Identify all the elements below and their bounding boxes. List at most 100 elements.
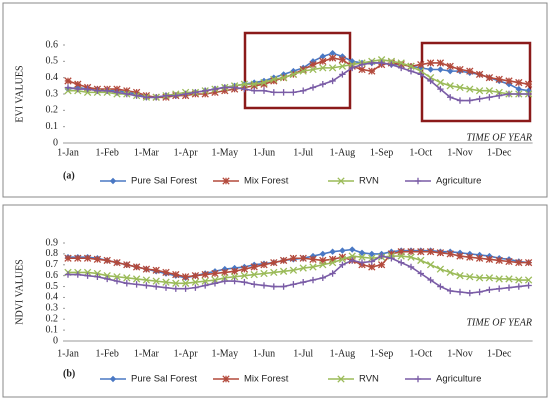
data-point — [388, 255, 395, 262]
data-point — [289, 254, 298, 262]
data-point — [172, 270, 180, 279]
x-tick-label: 1-Oct — [409, 147, 432, 158]
data-point — [162, 92, 170, 99]
data-point — [172, 279, 180, 287]
x-axis-label: TIME OF YEAR — [466, 317, 532, 328]
data-point — [260, 261, 268, 269]
data-point — [289, 70, 298, 79]
data-point — [211, 88, 219, 97]
data-point — [309, 60, 317, 69]
data-point — [337, 375, 345, 383]
data-point — [485, 255, 494, 263]
data-point — [319, 53, 326, 60]
data-point — [84, 85, 91, 93]
data-point — [426, 261, 435, 269]
plots: 00.10.20.30.40.50.61-Jan 1-Feb 1-Mar 1-Apr 1… — [14, 39, 533, 385]
data-point — [201, 270, 209, 279]
y-axis-label: EVI VALUES — [14, 65, 25, 122]
data-point — [437, 66, 444, 73]
data-point — [153, 94, 160, 101]
y-tick-label: 0.9 — [46, 237, 59, 248]
data-point — [221, 84, 228, 91]
x-tick-label: 1-Sep — [370, 147, 393, 158]
data-point — [222, 375, 230, 383]
data-point — [260, 87, 268, 94]
data-point — [270, 283, 277, 290]
y-tick-label: 0.1 — [46, 324, 59, 335]
data-point — [202, 87, 209, 94]
data-point — [221, 87, 229, 95]
data-point — [94, 273, 101, 280]
data-point — [515, 78, 523, 87]
legend-label: Agriculture — [436, 176, 481, 187]
data-point — [525, 90, 532, 98]
data-point — [64, 271, 72, 278]
data-point — [446, 82, 454, 90]
data-point — [397, 59, 405, 67]
x-tick-label: 1-Feb — [96, 348, 119, 359]
data-point — [260, 78, 268, 87]
data-point — [456, 272, 464, 280]
y-tick-label: 0 — [53, 335, 58, 346]
data-point — [505, 90, 513, 98]
x-tick-label: 1-Aug — [330, 147, 356, 158]
data-point — [358, 253, 366, 261]
data-point — [222, 177, 230, 185]
data-point — [319, 64, 327, 72]
data-point — [172, 92, 179, 99]
data-point — [221, 268, 229, 277]
y-tick-label: 0.4 — [46, 72, 59, 83]
legend-label: RVN — [359, 374, 379, 385]
data-point — [64, 84, 72, 91]
highlight-box — [243, 31, 352, 110]
data-point — [299, 67, 307, 75]
data-point — [338, 255, 347, 263]
data-point — [446, 62, 454, 70]
data-point — [74, 85, 81, 93]
data-point — [240, 272, 249, 280]
data-point — [407, 263, 415, 271]
data-point — [377, 261, 386, 269]
data-point — [456, 83, 464, 92]
data-point — [407, 253, 415, 261]
x-tick-label: 1-Mar — [134, 147, 160, 158]
data-point — [231, 84, 238, 91]
data-point — [368, 263, 376, 271]
data-point — [524, 80, 533, 88]
data-point — [427, 276, 434, 284]
data-point — [83, 254, 92, 262]
data-point — [349, 246, 356, 253]
data-point — [329, 49, 336, 57]
data-point — [515, 90, 522, 98]
data-point — [397, 252, 405, 260]
data-point — [475, 87, 484, 95]
data-point — [319, 81, 326, 88]
data-point — [339, 71, 346, 78]
data-point — [329, 270, 336, 277]
data-point — [328, 255, 337, 263]
data-point — [211, 280, 219, 287]
data-point — [319, 261, 327, 269]
data-point — [113, 85, 121, 93]
data-point — [270, 258, 278, 267]
data-point — [368, 67, 376, 75]
y-tick-label: 0.4 — [46, 292, 59, 303]
data-point — [319, 57, 327, 65]
data-point — [388, 61, 395, 68]
data-point — [417, 71, 424, 78]
x-tick-label: 1-Feb — [96, 147, 119, 158]
data-point — [104, 275, 111, 283]
data-point — [279, 256, 288, 265]
data-point — [456, 252, 464, 260]
data-point — [437, 85, 444, 93]
data-point — [446, 268, 454, 277]
x-tick-label: 1-Jan — [57, 147, 79, 158]
data-point — [407, 248, 415, 256]
data-point — [339, 261, 346, 268]
x-tick-label: 1-Apr — [174, 147, 199, 158]
data-point — [505, 257, 513, 266]
data-point — [485, 87, 494, 95]
x-tick-label: 1-Jan — [57, 348, 79, 359]
data-point — [230, 273, 239, 281]
data-point — [182, 90, 189, 98]
